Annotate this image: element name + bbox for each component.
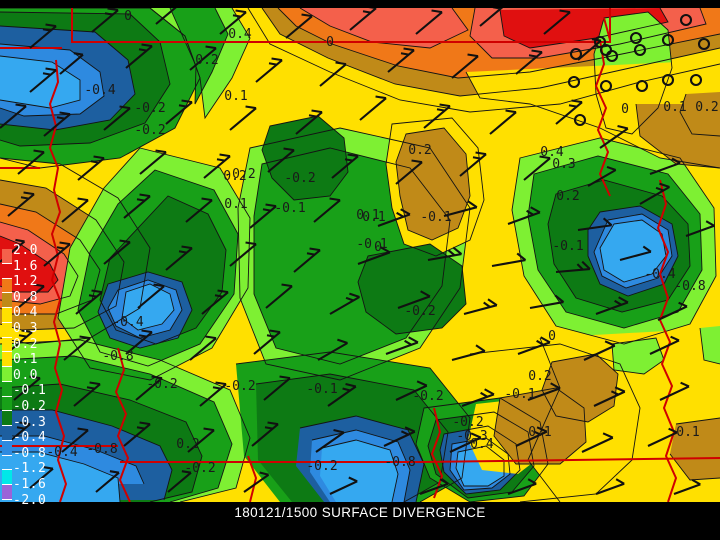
contour-label: -0.1	[504, 387, 535, 402]
contour-label: -0.2	[134, 101, 165, 116]
colorbar-tick-label: 0.3	[13, 320, 38, 336]
contour-label: -0.2	[224, 379, 255, 394]
contour-label: 0.1	[663, 100, 686, 115]
contour-label: 0.4	[540, 145, 564, 160]
colorbar-tick-label: 0.2	[13, 336, 38, 352]
colorbar-swatch[interactable]	[2, 322, 12, 338]
chart-title: 180121/1500 SURFACE DIVERGENCE	[234, 505, 486, 520]
colorbar-tick-label: -0.8	[13, 445, 47, 461]
contour-label: -0.1	[420, 210, 451, 225]
contour-label: -0.2	[224, 167, 255, 182]
contour-label: -0.2	[284, 171, 315, 186]
contour-lines	[0, 8, 720, 502]
contour-label: -0.2	[452, 415, 483, 430]
colorbar-tick-label: -0.1	[13, 383, 47, 399]
colorbar-tick-label: 0.1	[13, 352, 38, 368]
contour-label: 0.2	[556, 189, 579, 204]
colorbar-swatch[interactable]	[2, 411, 12, 426]
contour-label: -0.4	[46, 445, 77, 460]
contour-label: 0	[548, 329, 556, 344]
contour-label: -0.8	[384, 455, 415, 470]
contour-label: -0.1	[552, 239, 583, 254]
contour-label: 0.1	[676, 425, 699, 440]
colorbar-tick-label: 0.0	[13, 367, 38, 383]
contour-label: 0.2	[223, 169, 246, 184]
colorbar-swatch[interactable]	[2, 396, 12, 412]
contour-label: -0.8	[102, 349, 133, 364]
contour-label: 0.1	[356, 208, 379, 223]
colorbar-tick-label: 1.2	[13, 274, 38, 290]
colorbar-tick-label: -2.0	[13, 492, 47, 508]
wind-barbs	[0, 8, 715, 495]
contour-label: -0.8	[674, 279, 705, 294]
colorbar-swatch[interactable]	[2, 249, 12, 264]
contour-label: -0.3	[456, 429, 487, 444]
contour-label: 0	[124, 9, 132, 24]
colorbar-swatch[interactable]	[2, 263, 12, 279]
contour-label: 0.3	[552, 157, 575, 172]
colorbar-swatch[interactable]	[2, 308, 12, 323]
colorbar-tick-label: -1.2	[13, 461, 47, 477]
calm-station-circles	[567, 13, 711, 127]
contour-label: -0.8	[86, 442, 117, 457]
contour-label: 0.2	[195, 53, 218, 68]
contour-label: -0.2	[412, 389, 443, 404]
contour-label: -0.2	[306, 459, 337, 474]
contour-label: -0.4	[112, 315, 143, 330]
colorbar-tick-label: -0.4	[13, 430, 47, 446]
colorbar-swatch[interactable]	[2, 440, 12, 456]
colorbar-tick-label: -0.2	[13, 398, 47, 414]
contour-label: 0.1	[528, 425, 551, 440]
contour-label: 0	[374, 240, 382, 255]
contour-label: -0.2	[404, 304, 435, 319]
contour-field: 00.40-0.4-0.20.10.20.40.30 0.1 0.2-0.2-0.2…	[0, 8, 720, 502]
colorbar-swatch[interactable]	[2, 455, 12, 471]
contour-label: 0.2	[528, 369, 551, 384]
colorbar-tick-label: 0.8	[13, 289, 38, 305]
colorbar-swatch[interactable]	[2, 381, 12, 397]
colorbar-tick-label: 0.4	[13, 305, 38, 321]
contour-label: -0.2	[146, 377, 177, 392]
state-boundaries	[0, 8, 720, 502]
contour-label-layer: 00.40-0.4-0.20.10.20.40.30 0.1 0.2-0.2-0.2…	[46, 9, 718, 476]
contour-label: 0.1	[362, 210, 385, 225]
colorbar-swatch[interactable]	[2, 426, 12, 441]
contour-label: 0	[326, 35, 334, 50]
contour-label: -0.1	[274, 201, 305, 216]
contour-label: 0.1	[224, 89, 247, 104]
colorbar-swatch[interactable]	[2, 367, 12, 382]
colorbar-swatch[interactable]	[2, 278, 12, 294]
colorbar-swatch[interactable]	[2, 485, 12, 500]
map-plot-area[interactable]: 0 0.4 0 -0.4 -0.2 0.1 0.2 0.4 0.3 0 0.1 0.2 -0.2 -0.2…	[0, 8, 720, 502]
contour-label: 0.1	[224, 197, 247, 212]
contour-label: 0.2	[176, 437, 199, 452]
colorbar-tick-label: 2.0	[13, 243, 38, 258]
contour-label: -0.2	[184, 461, 215, 476]
contour-label: 0	[621, 102, 629, 117]
colorbar-tick-label: 1.6	[13, 258, 38, 274]
colorbar-swatch[interactable]	[2, 352, 12, 367]
colorbar-tick-label: -0.3	[13, 414, 47, 430]
contour-label: 0.2	[695, 100, 718, 115]
colorbar-tick-label: -1.6	[13, 476, 47, 492]
contour-label: 0.4	[228, 27, 252, 42]
colorbar-swatches[interactable]	[2, 249, 12, 500]
contour-label: -0.4	[644, 267, 675, 282]
colorbar-swatch[interactable]	[2, 337, 12, 353]
colorbar-swatch[interactable]	[2, 470, 12, 485]
contour-label: -0.4	[84, 83, 115, 98]
colorbar-labels: 2.0 1.6 1.2 0.8 0.4 0.3 0.2 0.1 0.0 -0.1 -0.2 -0.3-…	[13, 243, 47, 508]
colorbar-swatch[interactable]	[2, 293, 12, 308]
contour-label: -0.2	[134, 123, 165, 138]
contour-label: -0.4	[462, 437, 493, 452]
contour-label: -0.1	[306, 382, 337, 397]
contour-label: 0.2	[408, 143, 431, 158]
contour-label: -0.1	[356, 237, 387, 252]
